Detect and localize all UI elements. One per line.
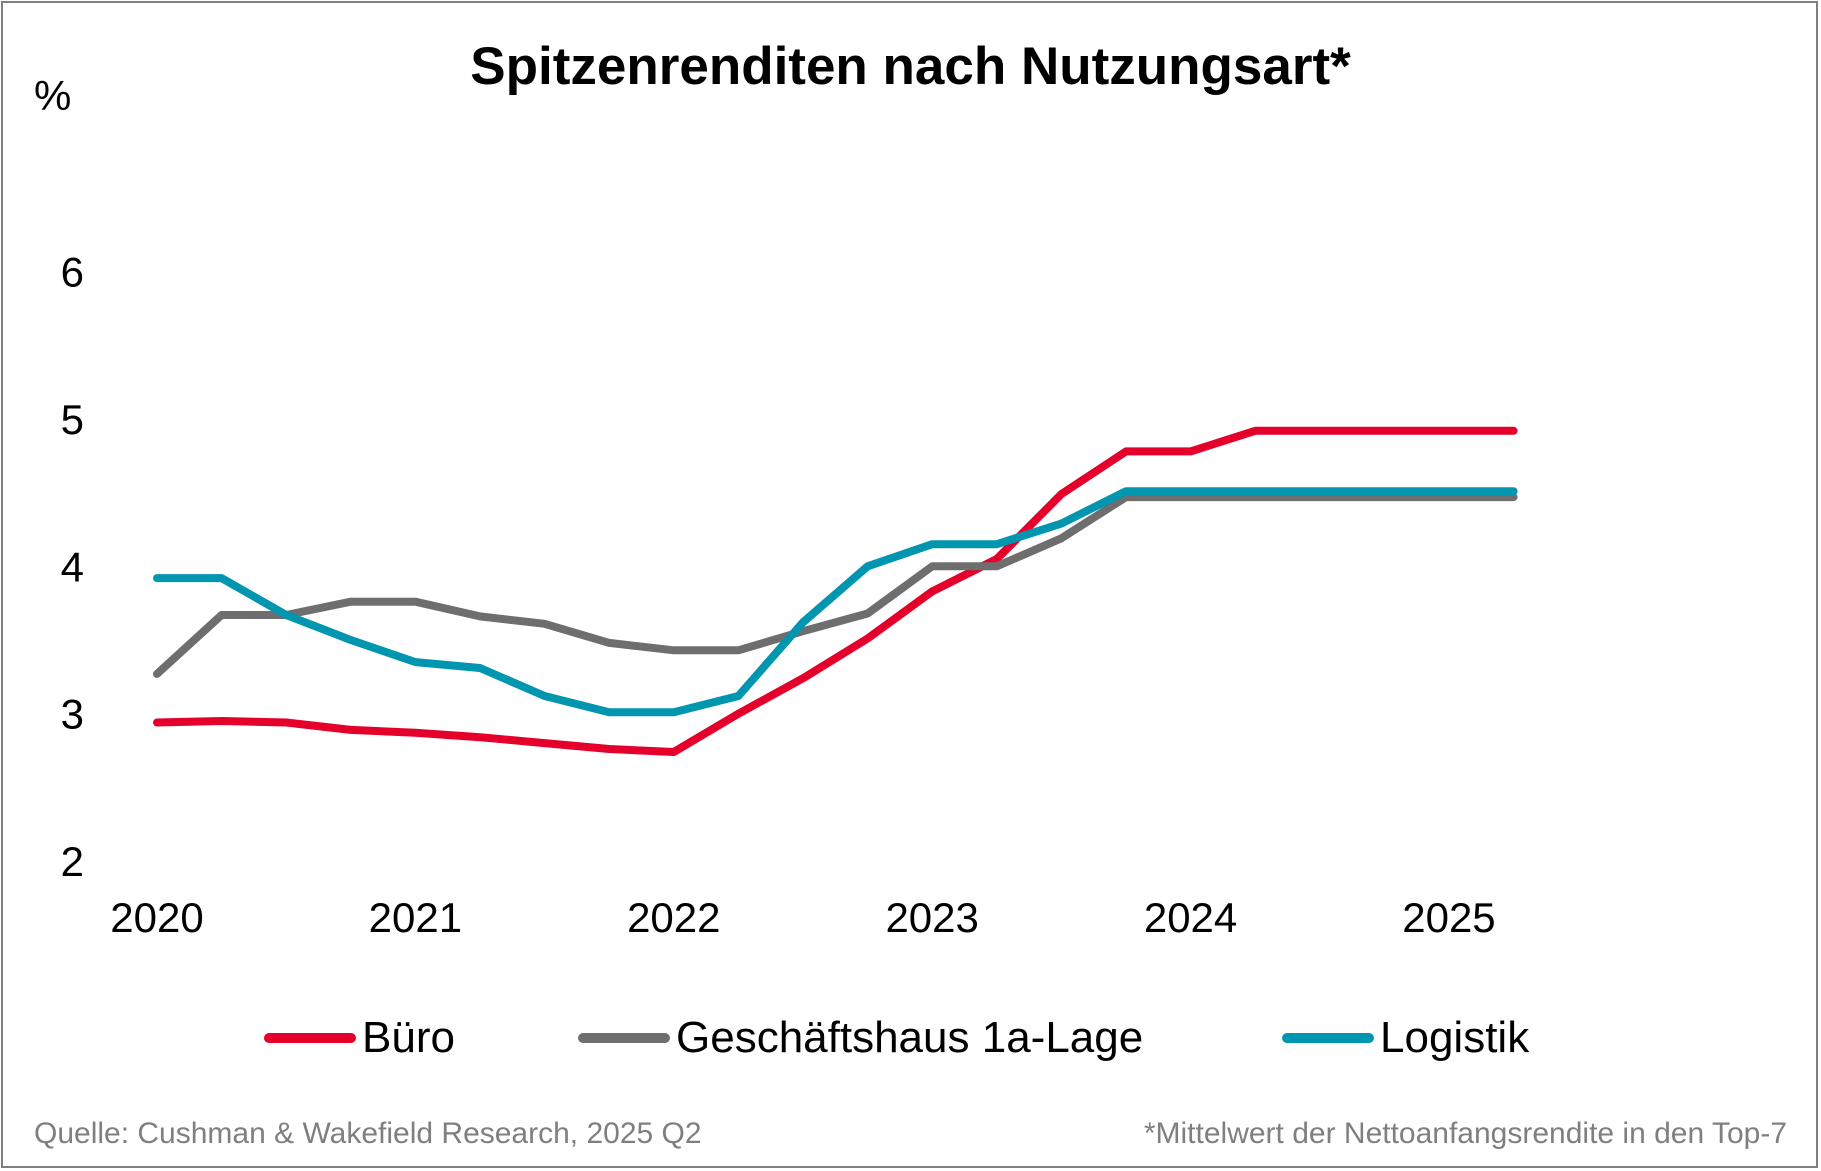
y-tick-label: 4 [61, 543, 84, 590]
series-line-geschaeftshaus [153, 493, 1518, 678]
legend-item-logistik: Logistik [1282, 1010, 1529, 1066]
chart-title: Spitzenrenditen nach Nutzungsart* [470, 37, 1351, 96]
y-axis-unit: % [34, 72, 72, 119]
legend-swatch-logistik [1282, 1033, 1374, 1043]
y-tick-label: 5 [61, 396, 84, 443]
y-tick-label: 3 [61, 691, 84, 738]
series-line-buero [153, 426, 1518, 756]
x-tick-label: 2025 [1402, 894, 1495, 941]
x-tick-label: 2020 [110, 894, 203, 941]
footnote: *Mittelwert der Nettoanfangsrendite in d… [1143, 1117, 1787, 1150]
legend-swatch-geschaeftshaus [578, 1033, 670, 1043]
legend-item-buero: Büro [264, 1010, 455, 1066]
legend-label-buero: Büro [362, 1013, 455, 1062]
legend-label-logistik: Logistik [1380, 1013, 1530, 1062]
y-tick-label: 2 [61, 838, 84, 885]
source-note: Quelle: Cushman & Wakefield Research, 20… [34, 1117, 702, 1150]
x-tick-label: 2023 [885, 894, 978, 941]
legend-swatch-buero [264, 1033, 356, 1043]
legend-label-geschaeftshaus: Geschäftshaus 1a-Lage [676, 1013, 1144, 1062]
y-tick-label: 6 [61, 249, 84, 296]
legend-item-geschaeftshaus: Geschäftshaus 1a-Lage [578, 1010, 1143, 1066]
x-tick-label: 2022 [627, 894, 720, 941]
x-tick-label: 2021 [369, 894, 462, 941]
x-tick-label: 2024 [1144, 894, 1237, 941]
series-line-logistik [153, 487, 1518, 717]
